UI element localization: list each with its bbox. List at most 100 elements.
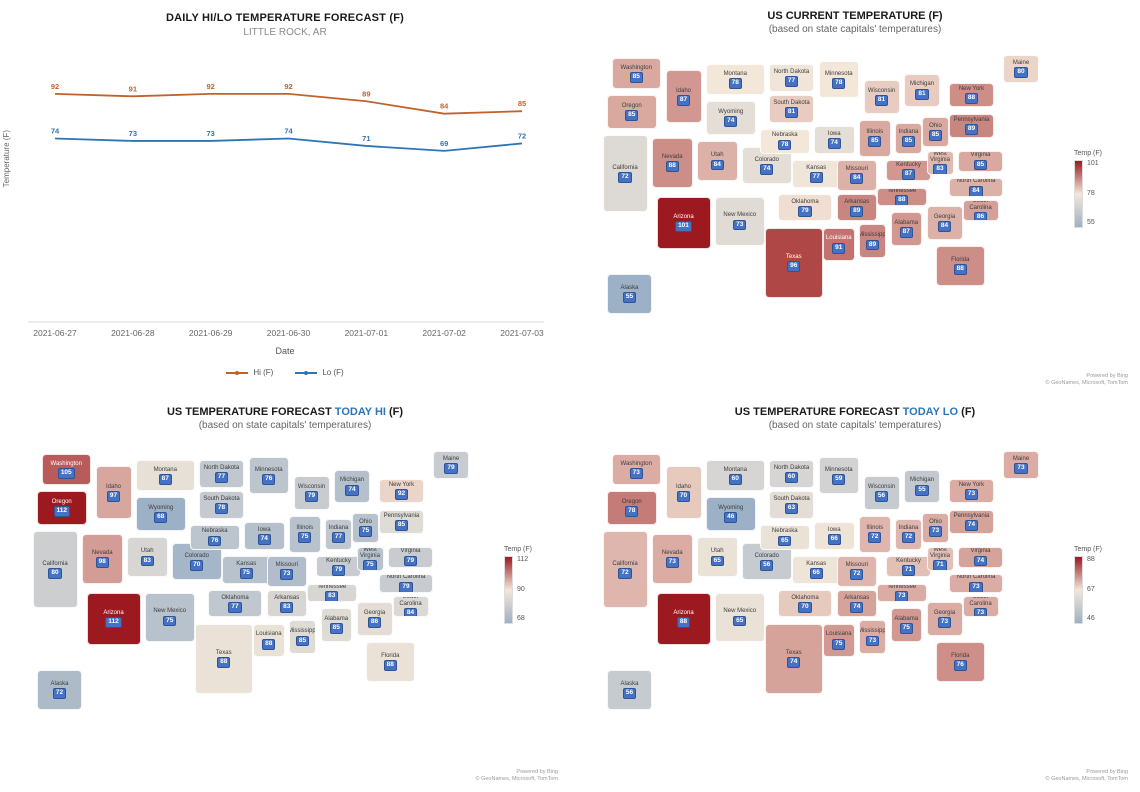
state-tile-MI[interactable]: Michigan 74 [334,469,370,504]
state-tile-WY[interactable]: Wyoming 68 [136,497,186,532]
state-tile-NM[interactable]: New Mexico 65 [715,592,765,643]
state-tile-OH[interactable]: Ohio 85 [922,116,949,148]
state-tile-MN[interactable]: Minnesota 59 [818,457,859,495]
state-tile-WI[interactable]: Wisconsin 56 [863,475,900,510]
state-tile-NC[interactable]: North Carolina 79 [379,574,433,593]
state-tile-MI[interactable]: Michigan 81 [904,73,940,108]
state-tile-TN[interactable]: Tennessee 88 [877,187,927,206]
state-tile-VA[interactable]: Virginia 79 [388,546,433,569]
state-tile-WV[interactable]: West Virginia 75 [356,546,384,572]
state-tile-NE[interactable]: Nebraska 65 [760,525,810,550]
state-tile-NM[interactable]: New Mexico 73 [715,196,765,247]
state-tile-KS[interactable]: Kansas 75 [221,555,271,584]
state-tile-WA[interactable]: Washington 73 [611,454,661,485]
state-tile-OK[interactable]: Oklahoma 70 [778,589,832,618]
state-tile-SC[interactable]: South Carolina 84 [392,595,429,618]
state-tile-SD[interactable]: South Dakota 81 [769,95,814,123]
state-tile-IA[interactable]: Iowa 74 [814,125,855,154]
state-tile-GA[interactable]: Georgia 86 [356,602,393,636]
state-tile-VA[interactable]: Virginia 74 [958,546,1003,569]
state-tile-NV[interactable]: Nevada 88 [652,138,693,188]
state-tile-KY[interactable]: Kentucky 71 [886,555,931,578]
state-tile-PA[interactable]: Pennsylvania 74 [949,509,994,535]
state-tile-NC[interactable]: North Carolina 84 [949,178,1003,197]
state-tile-MS[interactable]: Mississippi 73 [859,620,886,655]
state-tile-ND[interactable]: North Dakota 77 [769,64,814,93]
state-tile-TX[interactable]: Texas 74 [764,623,823,695]
state-tile-MT[interactable]: Montana 60 [706,460,765,492]
state-tile-TX[interactable]: Texas 88 [194,623,253,695]
state-tile-ND[interactable]: North Dakota 60 [769,460,814,489]
state-tile-PA[interactable]: Pennsylvania 85 [379,509,424,535]
state-tile-MO[interactable]: Missouri 73 [266,555,307,587]
state-tile-AZ[interactable]: Arizona 112 [86,592,141,646]
state-tile-AL[interactable]: Alabama 85 [320,608,352,643]
state-tile-GA[interactable]: Georgia 84 [926,206,963,240]
state-tile-NY[interactable]: New York 88 [949,82,994,108]
legend-item-lof[interactable]: Lo (F) [295,368,344,377]
state-tile-NV[interactable]: Nevada 73 [652,534,693,584]
state-tile-ME[interactable]: Maine 79 [433,451,469,479]
state-tile-OH[interactable]: Ohio 73 [922,512,949,544]
state-tile-IL[interactable]: Illinois 75 [289,515,321,553]
state-tile-LA[interactable]: Louisiana 75 [823,623,855,658]
state-tile-AK[interactable]: Alaska 55 [607,273,652,314]
state-tile-MT[interactable]: Montana 87 [136,460,195,492]
state-tile-MS[interactable]: Mississippi 85 [289,620,316,655]
state-tile-WA[interactable]: Washington 85 [611,58,661,89]
state-tile-FL[interactable]: Florida 76 [935,642,985,683]
state-tile-CA[interactable]: California 80 [32,531,78,609]
state-tile-AZ[interactable]: Arizona 101 [656,196,711,250]
state-tile-MO[interactable]: Missouri 84 [836,159,877,191]
state-tile-ID[interactable]: Idaho 70 [665,466,702,519]
state-tile-MO[interactable]: Missouri 72 [836,555,877,587]
state-tile-CA[interactable]: California 72 [602,531,648,609]
state-tile-SD[interactable]: South Dakota 78 [199,491,244,519]
state-tile-LA[interactable]: Louisiana 88 [253,623,285,658]
state-tile-AL[interactable]: Alabama 87 [890,212,922,247]
state-tile-IA[interactable]: Iowa 66 [814,521,855,550]
state-tile-GA[interactable]: Georgia 73 [926,602,963,636]
state-tile-IA[interactable]: Iowa 74 [244,521,285,550]
state-tile-IL[interactable]: Illinois 72 [859,515,891,553]
state-tile-IN[interactable]: Indiana 72 [895,518,922,550]
state-tile-MN[interactable]: Minnesota 78 [818,61,859,99]
state-tile-TN[interactable]: Tennessee 83 [307,583,357,602]
state-tile-OK[interactable]: Oklahoma 79 [778,193,832,222]
state-tile-NE[interactable]: Nebraska 78 [760,129,810,154]
state-tile-AK[interactable]: Alaska 56 [607,669,652,710]
state-tile-AZ[interactable]: Arizona 88 [656,592,711,646]
state-tile-OR[interactable]: Oregon 85 [607,95,657,129]
state-tile-TX[interactable]: Texas 96 [764,227,823,299]
state-tile-MI[interactable]: Michigan 55 [904,469,940,504]
state-tile-KY[interactable]: Kentucky 87 [886,159,931,182]
state-tile-WY[interactable]: Wyoming 46 [706,497,756,532]
state-tile-AL[interactable]: Alabama 75 [890,608,922,643]
state-tile-NM[interactable]: New Mexico 75 [145,592,195,643]
state-tile-NY[interactable]: New York 73 [949,478,994,504]
state-tile-ID[interactable]: Idaho 97 [95,466,132,519]
state-tile-UT[interactable]: Utah 65 [697,537,738,578]
state-tile-OH[interactable]: Ohio 75 [352,512,379,544]
state-tile-WI[interactable]: Wisconsin 79 [293,475,330,510]
state-tile-OK[interactable]: Oklahoma 77 [208,589,262,618]
state-tile-ND[interactable]: North Dakota 77 [199,460,244,489]
state-tile-WI[interactable]: Wisconsin 81 [863,79,900,114]
state-tile-MS[interactable]: Mississippi 89 [859,224,886,259]
state-tile-IN[interactable]: Indiana 77 [325,518,352,550]
state-tile-NV[interactable]: Nevada 98 [82,534,123,584]
state-tile-UT[interactable]: Utah 83 [127,537,168,578]
state-tile-NE[interactable]: Nebraska 76 [190,525,240,550]
state-tile-CA[interactable]: California 72 [602,135,648,213]
state-tile-KS[interactable]: Kansas 77 [791,159,841,188]
state-tile-AK[interactable]: Alaska 72 [37,669,82,710]
state-tile-OR[interactable]: Oregon 78 [607,491,657,525]
state-tile-WA[interactable]: Washington 105 [41,454,91,485]
state-tile-IL[interactable]: Illinois 85 [859,119,891,157]
state-tile-SC[interactable]: South Carolina 73 [962,595,999,618]
state-tile-ME[interactable]: Maine 73 [1003,451,1039,479]
state-tile-KS[interactable]: Kansas 66 [791,555,841,584]
state-tile-PA[interactable]: Pennsylvania 89 [949,113,994,139]
state-tile-FL[interactable]: Florida 88 [365,642,415,683]
state-tile-VA[interactable]: Virginia 85 [958,150,1003,173]
